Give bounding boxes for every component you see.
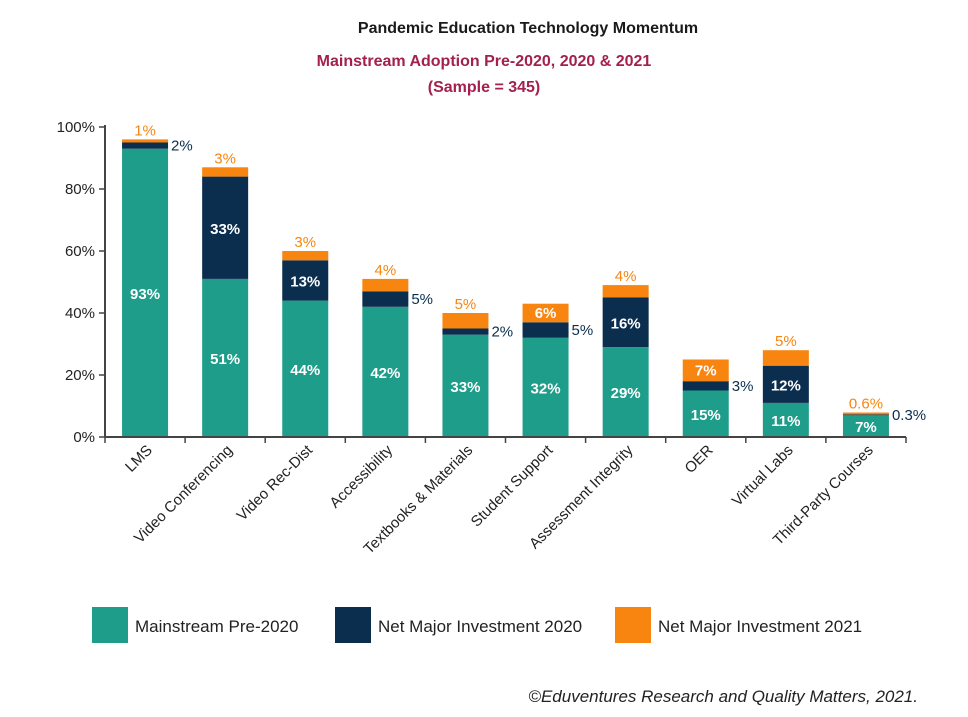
label-investment-2021: 6% — [535, 305, 557, 322]
y-axis: 0% 20% 40% 60% 80% 100% — [57, 119, 106, 446]
credit-text: ©Eduventures Research and Quality Matter… — [528, 687, 918, 706]
chart-subtitle: Mainstream Adoption Pre-2020, 2020 & 202… — [317, 53, 652, 70]
label-investment-2021: 3% — [294, 234, 316, 251]
legend-investment-2020-label: Net Major Investment 2020 — [378, 617, 582, 636]
x-category-label: LMS — [122, 442, 156, 476]
bar-investment-2020 — [282, 260, 329, 301]
label-investment-2021: 0.6% — [849, 396, 883, 413]
legend-investment-2021-swatch — [615, 607, 651, 643]
legend-investment-2020-swatch — [335, 607, 371, 643]
bar-investment-2021 — [602, 285, 649, 298]
label-pre2020: 42% — [370, 365, 400, 382]
bar-pre2020 — [282, 300, 329, 437]
bar-pre2020 — [362, 306, 409, 437]
label-pre2020: 15% — [691, 407, 721, 424]
bar-investment-2021 — [682, 359, 729, 382]
label-investment-2020: 12% — [771, 377, 801, 394]
label-investment-2021: 4% — [615, 268, 637, 285]
label-investment-2021: 1% — [134, 122, 156, 139]
bar-pre2020 — [122, 148, 169, 437]
label-pre2020: 93% — [130, 286, 160, 303]
bar-pre2020 — [442, 334, 489, 437]
label-investment-2021: 5% — [775, 333, 797, 350]
label-pre2020: 7% — [855, 419, 877, 436]
y-tick-label: 80% — [65, 181, 95, 198]
label-investment-2020: 2% — [171, 138, 193, 155]
x-category-label: Virtual Labs — [729, 442, 797, 510]
label-investment-2021: 7% — [695, 362, 717, 379]
legend-pre2020-swatch — [92, 607, 128, 643]
y-tick-label: 40% — [65, 305, 95, 322]
label-pre2020: 32% — [531, 380, 561, 397]
bar-investment-2020 — [842, 414, 889, 416]
label-investment-2020: 2% — [491, 324, 513, 341]
label-pre2020: 29% — [611, 385, 641, 402]
y-tick-label: 20% — [65, 367, 95, 384]
x-category-label: Accessibility — [326, 441, 396, 511]
bars — [122, 139, 889, 437]
bar-pre2020 — [522, 337, 569, 437]
bar-investment-2020 — [442, 328, 489, 335]
legend-investment-2021-label: Net Major Investment 2021 — [658, 617, 862, 636]
bar-investment-2021 — [762, 350, 809, 366]
label-investment-2020: 16% — [611, 315, 641, 332]
y-tick-label: 0% — [73, 429, 95, 446]
bar-investment-2020 — [682, 381, 729, 391]
label-investment-2021: 3% — [214, 150, 236, 167]
label-investment-2020: 5% — [411, 291, 433, 308]
bar-investment-2020 — [362, 291, 409, 307]
data-labels: 93% 2% 1% 51% 33% 3% 44% 13% 3% 42% 5% 4% 33% 2% 5% 32%… — [130, 122, 926, 436]
bar-investment-2021 — [842, 412, 889, 415]
label-investment-2020: 3% — [732, 378, 754, 395]
bar-investment-2021 — [122, 139, 169, 143]
label-investment-2020: 5% — [572, 322, 594, 339]
x-category-label: Video Rec-Dist — [234, 441, 317, 524]
label-investment-2021: 5% — [455, 296, 477, 313]
bar-investment-2020 — [522, 322, 569, 338]
label-pre2020: 51% — [210, 351, 240, 368]
label-investment-2021: 4% — [375, 262, 397, 279]
bar-investment-2020 — [202, 176, 249, 279]
label-investment-2020: 33% — [210, 221, 240, 238]
bar-pre2020 — [202, 278, 249, 437]
bar-investment-2021 — [282, 251, 329, 261]
label-pre2020: 33% — [450, 379, 480, 396]
legend-pre2020-label: Mainstream Pre-2020 — [135, 617, 298, 636]
bar-investment-2020 — [762, 365, 809, 403]
bar-pre2020 — [602, 347, 649, 437]
bar-investment-2020 — [122, 142, 169, 149]
bar-investment-2021 — [362, 278, 409, 292]
bar-investment-2020 — [602, 297, 649, 348]
bar-pre2020 — [682, 390, 729, 437]
label-pre2020: 44% — [290, 362, 320, 379]
x-category-label: Student Support — [468, 441, 557, 530]
bar-investment-2021 — [522, 303, 569, 323]
bar-pre2020 — [842, 415, 889, 437]
bar-investment-2021 — [202, 167, 249, 177]
legend: Mainstream Pre-2020 Net Major Investment … — [92, 607, 862, 643]
bar-pre2020 — [762, 402, 809, 437]
x-category-label: OER — [682, 442, 717, 477]
y-tick-label: 60% — [65, 243, 95, 260]
chart-title: Pandemic Education Technology Momentum — [358, 20, 698, 37]
label-pre2020: 11% — [771, 413, 800, 430]
bar-investment-2021 — [442, 313, 489, 329]
label-investment-2020: 0.3% — [892, 407, 926, 424]
y-tick-label: 100% — [57, 119, 95, 136]
chart-sample-size: (Sample = 345) — [428, 79, 541, 96]
label-investment-2020: 13% — [290, 273, 320, 290]
